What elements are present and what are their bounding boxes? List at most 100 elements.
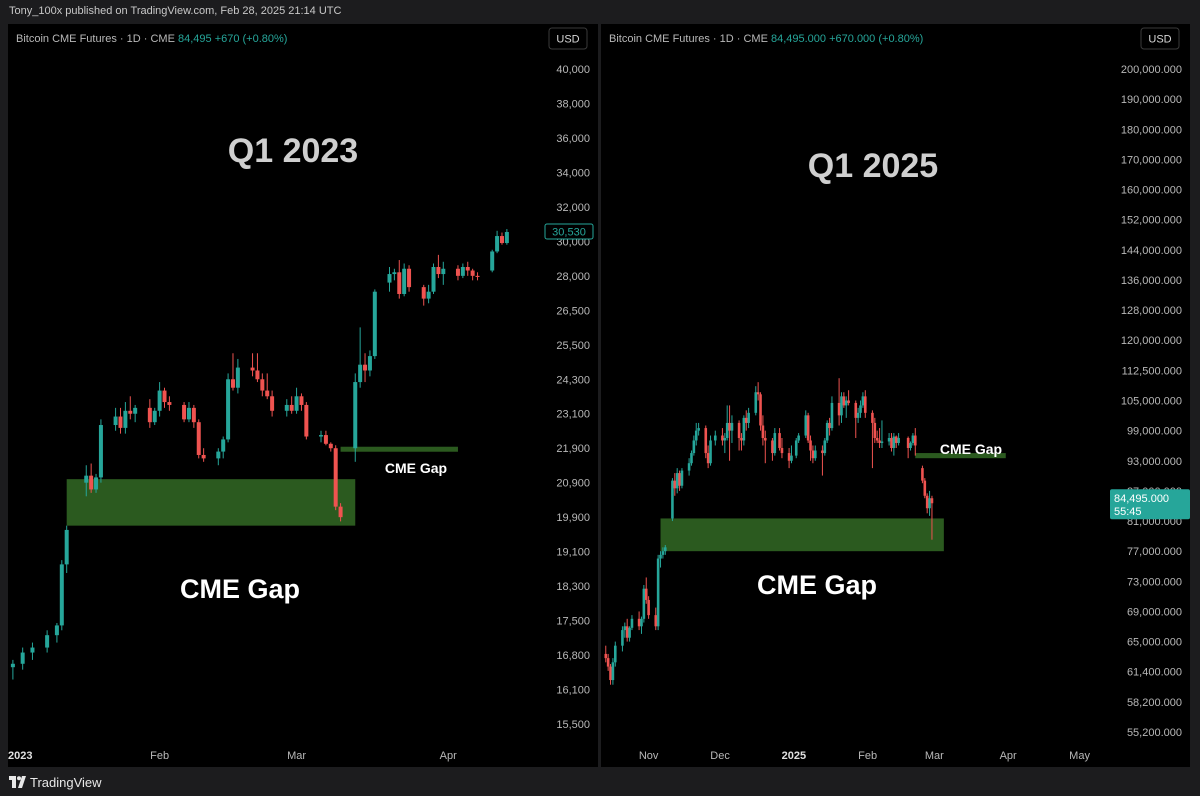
candle[interactable] — [630, 615, 634, 631]
candle[interactable] — [678, 470, 681, 491]
candle[interactable] — [690, 450, 693, 466]
candle[interactable] — [431, 263, 436, 294]
candle[interactable] — [778, 428, 781, 451]
candle[interactable] — [328, 442, 333, 452]
candle[interactable] — [54, 622, 59, 643]
candle[interactable] — [671, 478, 674, 522]
candle[interactable] — [725, 405, 729, 441]
candle[interactable] — [713, 430, 717, 446]
tradingview-brand[interactable]: TradingView — [9, 774, 102, 790]
candle[interactable] — [806, 412, 810, 443]
candle[interactable] — [804, 410, 808, 438]
candle[interactable] — [859, 400, 862, 418]
candle[interactable] — [928, 490, 931, 516]
candle[interactable] — [421, 284, 426, 306]
candle[interactable] — [737, 420, 741, 451]
candle[interactable] — [98, 419, 103, 483]
candle[interactable] — [763, 430, 767, 464]
candle[interactable] — [911, 433, 915, 446]
candle[interactable] — [353, 373, 358, 462]
candle[interactable] — [623, 622, 627, 638]
candle[interactable] — [358, 327, 363, 388]
candle[interactable] — [613, 641, 617, 667]
candle[interactable] — [680, 468, 684, 489]
candle[interactable] — [118, 407, 123, 434]
candle[interactable] — [923, 478, 927, 499]
candle[interactable] — [721, 428, 724, 446]
candle[interactable] — [319, 430, 324, 443]
candle[interactable] — [706, 445, 710, 469]
candle[interactable] — [338, 503, 343, 522]
chart-panel-q1-2023[interactable]: Bitcoin CME Futures · 1D · CME 84,495 +6… — [8, 24, 598, 767]
chart-canvas-right[interactable]: Bitcoin CME Futures · 1D · CME 84,495.00… — [601, 24, 1190, 767]
candle[interactable] — [921, 465, 924, 484]
candle[interactable] — [659, 551, 662, 568]
candle[interactable] — [226, 373, 231, 443]
candle[interactable] — [475, 272, 480, 281]
candle[interactable] — [455, 265, 460, 281]
candle[interactable] — [663, 545, 667, 555]
candle[interactable] — [84, 465, 89, 497]
candle[interactable] — [873, 417, 877, 443]
candle[interactable] — [628, 626, 631, 642]
candle[interactable] — [470, 268, 475, 281]
candle[interactable] — [925, 493, 929, 514]
candle[interactable] — [687, 458, 691, 476]
candle[interactable] — [333, 445, 338, 511]
cme-gap-zone-small[interactable] — [340, 446, 458, 452]
candle[interactable] — [407, 265, 412, 292]
candle[interactable] — [704, 425, 708, 459]
candle[interactable] — [828, 417, 831, 436]
candle[interactable] — [265, 373, 270, 400]
candle[interactable] — [201, 448, 206, 462]
candle[interactable] — [113, 407, 118, 431]
candle[interactable] — [754, 386, 758, 416]
candle[interactable] — [30, 642, 35, 660]
candle[interactable] — [397, 260, 402, 299]
candle[interactable] — [186, 402, 191, 423]
candle[interactable] — [250, 353, 255, 377]
candle[interactable] — [162, 387, 167, 408]
cme-gap-zone-small[interactable] — [915, 453, 1006, 459]
candle[interactable] — [906, 436, 910, 459]
candle[interactable] — [837, 378, 841, 426]
candle[interactable] — [270, 390, 275, 417]
candle[interactable] — [892, 433, 896, 456]
candle[interactable] — [460, 263, 465, 279]
candle[interactable] — [878, 428, 881, 448]
candle[interactable] — [221, 436, 226, 459]
candle[interactable] — [152, 407, 157, 426]
candle[interactable] — [230, 353, 235, 391]
candle[interactable] — [621, 626, 624, 652]
candle[interactable] — [363, 353, 368, 383]
candle[interactable] — [216, 448, 221, 466]
candle[interactable] — [656, 554, 660, 631]
candle[interactable] — [299, 393, 304, 411]
candle[interactable] — [123, 402, 128, 434]
cme-gap-zone-large[interactable] — [660, 518, 944, 552]
candle[interactable] — [747, 407, 750, 429]
candle[interactable] — [930, 495, 934, 540]
candle[interactable] — [759, 392, 762, 431]
candle[interactable] — [730, 415, 734, 443]
candle[interactable] — [742, 415, 746, 446]
candle[interactable] — [787, 447, 791, 469]
candle[interactable] — [323, 430, 328, 446]
candle[interactable] — [45, 630, 50, 653]
candle[interactable] — [465, 261, 470, 276]
candle[interactable] — [604, 645, 608, 663]
candle[interactable] — [504, 229, 509, 245]
candle[interactable] — [495, 230, 500, 254]
candle[interactable] — [367, 350, 372, 377]
candle[interactable] — [797, 433, 800, 443]
candle[interactable] — [813, 445, 817, 461]
candle[interactable] — [842, 392, 846, 408]
candle[interactable] — [196, 419, 201, 459]
candle[interactable] — [794, 437, 798, 459]
candle[interactable] — [809, 435, 812, 461]
candle[interactable] — [890, 433, 893, 452]
last-price-tag[interactable]: 30,530 — [544, 223, 594, 240]
candle[interactable] — [773, 428, 777, 456]
candle[interactable] — [640, 616, 643, 634]
